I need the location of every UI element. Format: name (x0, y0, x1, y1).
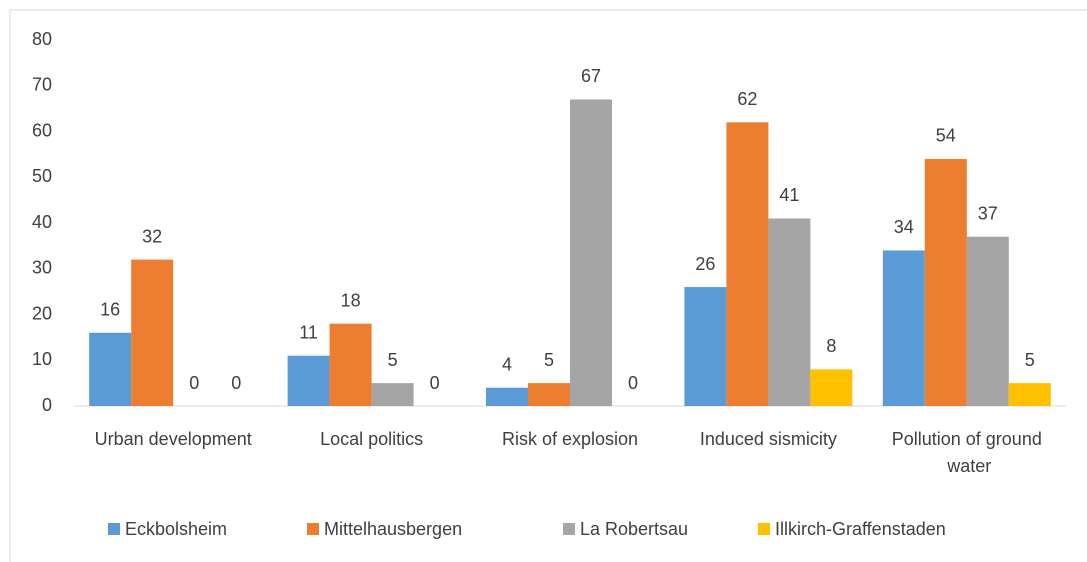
y-tick-label: 10 (32, 349, 52, 369)
data-label: 18 (341, 290, 361, 310)
x-tick-label: Induced sismicity (700, 429, 837, 449)
data-label: 8 (826, 336, 836, 356)
bar (810, 369, 853, 406)
data-label: 16 (100, 300, 120, 320)
y-tick-label: 50 (32, 166, 52, 186)
bar (89, 332, 132, 406)
bar (1008, 383, 1051, 406)
data-label: 11 (299, 322, 318, 342)
y-tick-label: 20 (32, 303, 52, 323)
chart-border (9, 9, 1087, 562)
bar (287, 355, 330, 406)
x-tick-label: Local politics (320, 429, 423, 449)
y-tick-label: 70 (32, 75, 52, 95)
bar (329, 323, 372, 406)
bar (966, 236, 1009, 406)
legend-swatch (758, 523, 770, 535)
x-tick-label: Risk of explosion (502, 429, 638, 449)
data-label: 4 (502, 354, 512, 374)
legend-label: La Robertsau (580, 519, 688, 539)
data-label: 67 (581, 66, 601, 86)
legend-label: Mittelhausbergen (324, 519, 462, 539)
data-label: 54 (936, 126, 956, 146)
bar (768, 218, 811, 406)
x-tick-label: Pollution of ground water (892, 429, 1042, 476)
bar (924, 158, 967, 406)
bar (528, 383, 570, 406)
data-label: 0 (189, 373, 199, 393)
y-tick-label: 0 (42, 395, 52, 415)
legend-swatch (108, 523, 120, 535)
bar (131, 259, 174, 406)
data-label: 37 (978, 203, 998, 223)
bar (570, 99, 612, 406)
data-label: 32 (142, 226, 162, 246)
data-label: 41 (779, 185, 799, 205)
data-label: 0 (231, 373, 241, 393)
y-tick-label: 40 (32, 212, 52, 232)
data-label: 26 (695, 254, 715, 274)
legend-label: Eckbolsheim (125, 519, 227, 539)
data-label: 5 (388, 350, 398, 370)
bar (371, 383, 414, 406)
legend-label: Illkirch-Graffenstaden (775, 519, 946, 539)
bar (882, 250, 925, 406)
bar (486, 387, 528, 406)
legend-swatch (307, 523, 319, 535)
data-label: 34 (894, 217, 914, 237)
data-label: 0 (628, 373, 638, 393)
data-label: 5 (1025, 350, 1035, 370)
y-tick-label: 60 (32, 120, 52, 140)
bar (726, 122, 769, 406)
y-tick-label: 30 (32, 258, 52, 278)
x-tick-label: Urban development (95, 429, 252, 449)
data-label: 62 (737, 89, 757, 109)
data-label: 0 (430, 373, 440, 393)
data-label: 5 (544, 350, 554, 370)
y-tick-label: 80 (32, 29, 52, 49)
bar (684, 287, 727, 406)
legend-swatch (563, 523, 575, 535)
